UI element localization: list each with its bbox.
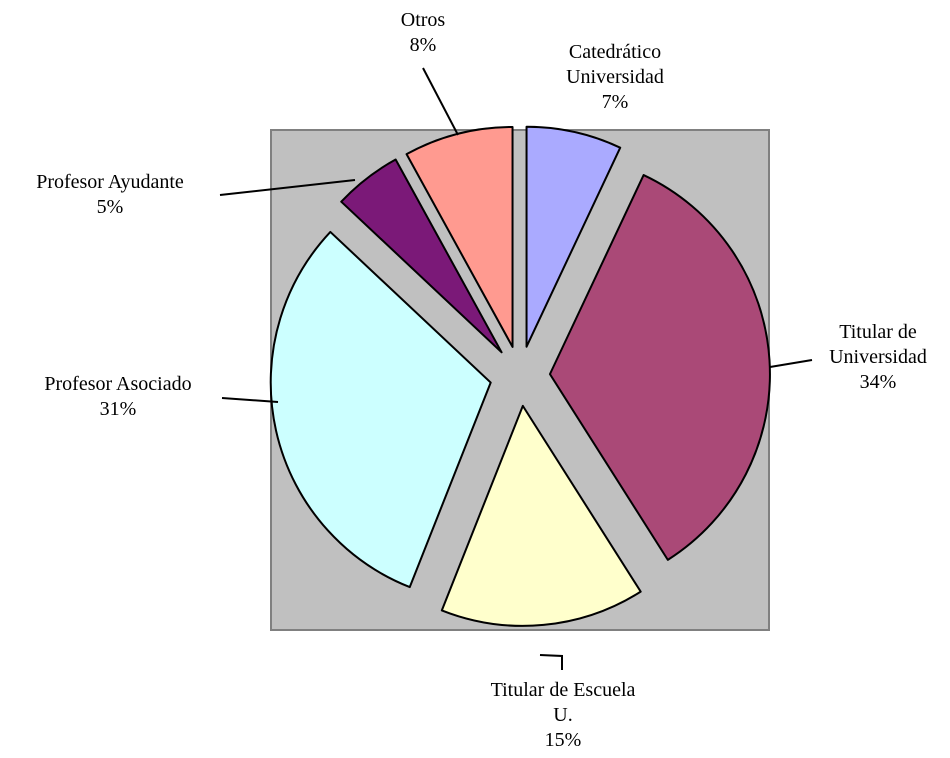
leader-line: [221, 397, 279, 403]
value-label: 34%: [859, 371, 897, 393]
slice-label: Titular de Escuela U. 15%: [443, 678, 683, 753]
value-label: 8%: [409, 34, 437, 56]
leader-line: [422, 67, 459, 136]
leader-line: [219, 179, 356, 196]
slice-label: Otros 8%: [303, 8, 543, 58]
category-label: Catedrático Universidad: [566, 41, 664, 88]
pie-slice: [269, 230, 492, 589]
category-label: Titular de Universidad: [829, 321, 927, 368]
pie-slice: [440, 404, 642, 627]
category-label: Profesor Ayudante: [36, 171, 184, 193]
pie-slice: [548, 174, 771, 561]
value-label: 31%: [99, 398, 137, 420]
slice-label: Profesor Asociado 31%: [0, 372, 238, 422]
leader-line: [769, 359, 813, 368]
slice-label: Titular de Universidad 34%: [758, 320, 950, 395]
value-label: 15%: [544, 729, 582, 751]
leader-line: [539, 654, 563, 670]
pie-slice: [525, 125, 622, 348]
category-label: Profesor Asociado: [44, 373, 192, 395]
value-label: 7%: [601, 91, 629, 113]
pie-slice: [340, 158, 503, 354]
category-label: Titular de Escuela U.: [490, 679, 636, 726]
slice-label: Catedrático Universidad 7%: [495, 40, 735, 115]
value-label: 5%: [96, 196, 124, 218]
category-label: Otros: [400, 9, 446, 31]
slice-label: Profesor Ayudante 5%: [0, 170, 230, 220]
